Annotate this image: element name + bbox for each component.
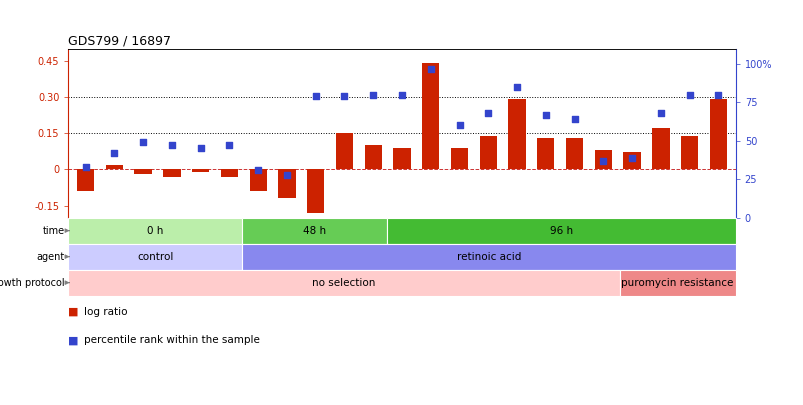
Point bbox=[337, 93, 350, 100]
Bar bbox=[336, 133, 353, 169]
Bar bbox=[163, 169, 181, 177]
Text: ■: ■ bbox=[68, 307, 79, 317]
Bar bbox=[709, 99, 726, 169]
Point bbox=[711, 92, 724, 98]
Text: control: control bbox=[137, 252, 173, 262]
Point bbox=[596, 158, 609, 164]
Bar bbox=[422, 63, 439, 169]
Bar bbox=[651, 128, 669, 169]
Point bbox=[366, 92, 379, 98]
Bar bbox=[479, 136, 496, 169]
Bar bbox=[680, 136, 697, 169]
Bar bbox=[249, 169, 267, 191]
Bar bbox=[507, 99, 525, 169]
Text: 96 h: 96 h bbox=[549, 226, 573, 236]
Point bbox=[395, 92, 408, 98]
Point bbox=[79, 164, 92, 170]
Text: 48 h: 48 h bbox=[303, 226, 326, 236]
Text: no selection: no selection bbox=[312, 278, 375, 288]
Bar bbox=[565, 138, 582, 169]
Text: growth protocol: growth protocol bbox=[0, 278, 65, 288]
Bar bbox=[68, 270, 619, 296]
Text: retinoic acid: retinoic acid bbox=[456, 252, 520, 262]
Point bbox=[194, 145, 207, 152]
Text: 0 h: 0 h bbox=[147, 226, 163, 236]
Point bbox=[165, 142, 178, 149]
Text: log ratio: log ratio bbox=[84, 307, 128, 317]
Point bbox=[280, 171, 293, 178]
Bar bbox=[68, 244, 243, 270]
Point bbox=[481, 110, 494, 116]
Bar bbox=[221, 169, 238, 177]
Bar bbox=[450, 147, 467, 169]
Point bbox=[510, 84, 523, 90]
Bar bbox=[243, 217, 387, 244]
Bar bbox=[594, 150, 611, 169]
Text: GDS799 / 16897: GDS799 / 16897 bbox=[68, 34, 171, 47]
Bar bbox=[619, 270, 735, 296]
Text: percentile rank within the sample: percentile rank within the sample bbox=[84, 335, 260, 345]
Point bbox=[309, 93, 322, 100]
Bar bbox=[387, 217, 735, 244]
Point bbox=[568, 116, 581, 123]
Bar bbox=[364, 145, 381, 169]
Bar bbox=[278, 169, 296, 198]
Point bbox=[625, 154, 638, 161]
Point bbox=[654, 110, 666, 116]
Bar bbox=[106, 164, 123, 169]
Point bbox=[683, 92, 695, 98]
Bar bbox=[192, 169, 209, 172]
Text: ■: ■ bbox=[68, 335, 79, 345]
Point bbox=[424, 65, 437, 72]
Point bbox=[222, 142, 235, 149]
Bar bbox=[536, 138, 554, 169]
Bar bbox=[243, 244, 735, 270]
Text: agent: agent bbox=[37, 252, 65, 262]
Point bbox=[453, 122, 466, 129]
Bar bbox=[307, 169, 324, 213]
Point bbox=[108, 150, 120, 156]
Bar bbox=[77, 169, 94, 191]
Bar bbox=[68, 217, 243, 244]
Text: time: time bbox=[43, 226, 65, 236]
Point bbox=[251, 167, 264, 173]
Bar bbox=[393, 147, 410, 169]
Bar bbox=[622, 152, 640, 169]
Text: puromycin resistance: puromycin resistance bbox=[621, 278, 733, 288]
Point bbox=[137, 139, 149, 145]
Bar bbox=[134, 169, 152, 174]
Point bbox=[539, 111, 552, 118]
